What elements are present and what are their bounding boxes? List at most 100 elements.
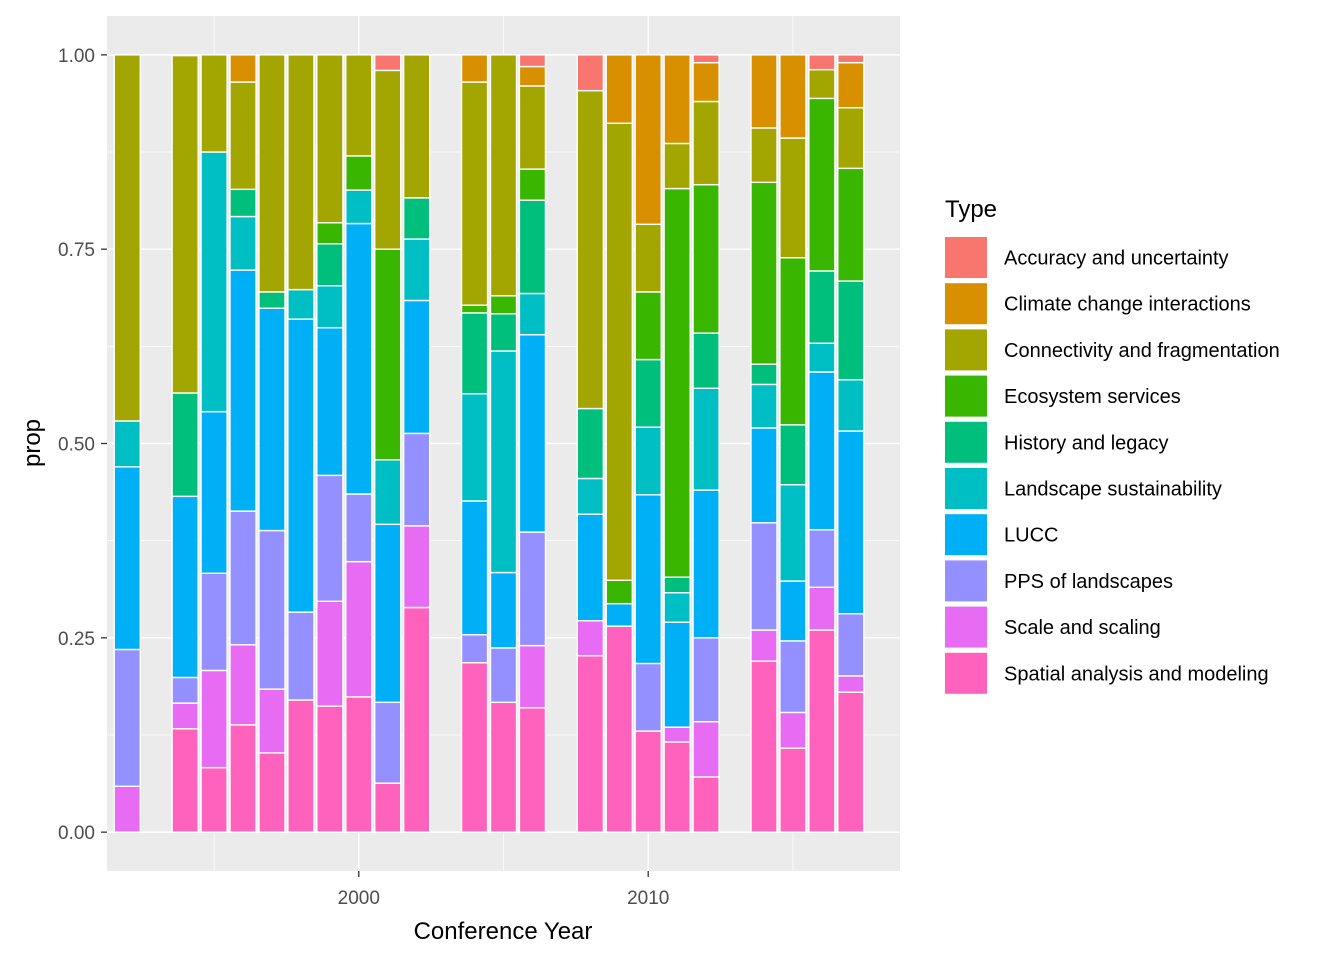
bar-segment bbox=[402, 525, 431, 609]
bar-2014 bbox=[750, 54, 778, 833]
bar-segment bbox=[316, 222, 344, 245]
bar-segment bbox=[200, 572, 228, 672]
bar-segment bbox=[750, 127, 778, 184]
bar-segment bbox=[287, 318, 315, 613]
bar-segment bbox=[460, 312, 489, 395]
bar-segment bbox=[287, 611, 315, 701]
bar-segment bbox=[345, 155, 373, 191]
legend-item: Climate change interactions bbox=[945, 283, 1251, 325]
bar-segment bbox=[316, 54, 344, 224]
bar-2015 bbox=[779, 54, 807, 833]
bar-segment bbox=[663, 726, 691, 743]
bar-2005 bbox=[489, 54, 518, 833]
bar-segment bbox=[402, 432, 431, 527]
bar-segment bbox=[808, 270, 836, 344]
bar-segment bbox=[808, 97, 836, 272]
legend-item: LUCC bbox=[945, 514, 1058, 556]
bar-segment bbox=[518, 333, 547, 533]
bar-segment bbox=[692, 61, 720, 103]
bar-segment bbox=[779, 640, 807, 714]
bar-segment bbox=[634, 730, 662, 833]
bar-segment bbox=[605, 54, 633, 124]
bar-segment bbox=[692, 637, 720, 723]
y-axis-title: prop bbox=[19, 419, 46, 467]
bar-segment bbox=[460, 81, 489, 306]
bar-segment bbox=[808, 68, 836, 100]
bar-segment bbox=[229, 269, 257, 512]
y-tick-label: 0.00 bbox=[58, 823, 95, 844]
bar-segment bbox=[489, 350, 518, 574]
bar-segment bbox=[229, 188, 257, 218]
bar-segment bbox=[200, 410, 228, 575]
bar-segment bbox=[489, 54, 518, 297]
bar-segment bbox=[808, 529, 836, 588]
bar-segment bbox=[692, 776, 720, 833]
legend-swatch bbox=[945, 421, 987, 463]
legend-swatch bbox=[945, 375, 987, 417]
legend-label: Climate change interactions bbox=[1004, 294, 1251, 316]
bar-segment bbox=[489, 647, 518, 704]
bar-segment bbox=[287, 54, 315, 291]
bar-segment bbox=[258, 291, 286, 309]
bar-segment bbox=[576, 407, 605, 480]
bar-segment bbox=[750, 383, 778, 429]
y-axis: 0.00 0.25 0.50 0.75 1.00 bbox=[58, 46, 107, 844]
bar-1994 bbox=[171, 54, 199, 833]
bar-segment bbox=[837, 691, 865, 833]
bar-segment bbox=[634, 291, 662, 361]
bar-2000 bbox=[345, 54, 373, 833]
bar-segment bbox=[837, 379, 865, 432]
legend-swatch bbox=[945, 237, 987, 278]
legend-item: History and legacy bbox=[945, 421, 1169, 463]
bar-segment bbox=[837, 613, 865, 677]
bar-segment bbox=[229, 644, 257, 726]
bar-2008 bbox=[576, 54, 605, 833]
bar-segment bbox=[692, 183, 720, 334]
bar-segment bbox=[634, 358, 662, 428]
bar-segment bbox=[345, 696, 373, 833]
y-tick-label: 0.75 bbox=[58, 240, 95, 261]
legend-label: Ecosystem services bbox=[1004, 386, 1181, 408]
bar-segment bbox=[345, 54, 373, 157]
bar-2017 bbox=[837, 54, 865, 833]
bar-segment bbox=[460, 661, 489, 833]
legend-item: Ecosystem services bbox=[945, 375, 1181, 417]
bar-segment bbox=[663, 621, 691, 728]
bar-segment bbox=[837, 675, 865, 693]
y-tick-label: 0.50 bbox=[58, 435, 95, 456]
bar-1997 bbox=[258, 54, 286, 833]
bar-segment bbox=[489, 295, 518, 315]
bar-1999 bbox=[316, 54, 344, 833]
bar-segment bbox=[374, 69, 402, 250]
bar-segment bbox=[576, 620, 605, 657]
legend-item: Connectivity and fragmentation bbox=[945, 329, 1280, 371]
bar-segment bbox=[345, 493, 373, 563]
bar-segment bbox=[750, 660, 778, 833]
legend-swatch bbox=[945, 283, 987, 325]
bar-segment bbox=[316, 474, 344, 602]
bar-2012 bbox=[692, 54, 720, 833]
bar-segment bbox=[171, 676, 199, 704]
bar-segment bbox=[374, 248, 402, 461]
bar-segment bbox=[750, 522, 778, 631]
bar-segment bbox=[663, 187, 691, 578]
legend-item: Accuracy and uncertainty bbox=[945, 237, 1229, 278]
bar-segment bbox=[750, 181, 778, 365]
legend-item: Landscape sustainability bbox=[945, 468, 1222, 509]
bar-segment bbox=[808, 586, 836, 631]
bar-segment bbox=[200, 151, 228, 413]
bar-segment bbox=[692, 489, 720, 639]
legend-item: Spatial analysis and modeling bbox=[945, 652, 1269, 694]
bar-segment bbox=[808, 54, 836, 71]
bar-segment bbox=[605, 579, 633, 605]
legend-swatch bbox=[945, 468, 987, 509]
bar-segment bbox=[634, 426, 662, 496]
bar-segment bbox=[518, 85, 547, 170]
bar-segment bbox=[402, 299, 431, 435]
legend-swatch bbox=[945, 514, 987, 556]
legend-label: Accuracy and uncertainty bbox=[1004, 248, 1229, 270]
bar-segment bbox=[229, 54, 257, 83]
bar-segment bbox=[229, 724, 257, 833]
bar-segment bbox=[837, 61, 865, 109]
